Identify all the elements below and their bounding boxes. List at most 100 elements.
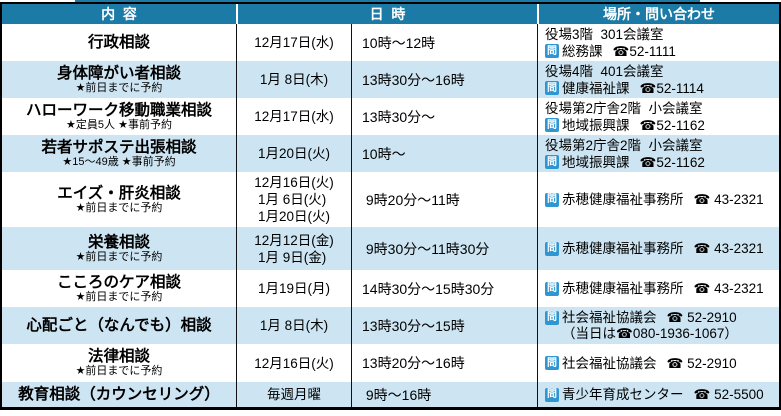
consultation-note: ★前日までに予約 bbox=[75, 250, 163, 263]
consultation-name-cell: 心配ごと（なんでも）相談 bbox=[2, 307, 236, 344]
table-row: 心配ごと（なんでも）相談 1月 8日(木) 13時30分～15時 問 社会福祉協… bbox=[2, 307, 779, 344]
inquiry-icon: 問 bbox=[545, 310, 559, 325]
date-cell: 1月 8日(木) bbox=[236, 61, 351, 98]
consultation-name-cell: 身体障がい者相談 ★前日までに予約 bbox=[2, 61, 236, 98]
date-line: 1月19日(月) bbox=[257, 281, 330, 296]
contact-name: 赤穂健康福祉事務所 bbox=[562, 241, 684, 256]
contact-name: 総務課 bbox=[562, 43, 603, 59]
table-row: ハローワーク移動職業相談 ★定員5人 ★事前予約 12月17日(水) 13時30… bbox=[2, 98, 779, 135]
consultation-title: こころのケア相談 bbox=[56, 273, 181, 291]
contact-name: 赤穂健康福祉事務所 bbox=[562, 281, 684, 296]
contact-line: 問 総務課 ☎52-1111 bbox=[545, 43, 779, 60]
consultation-name-cell: 法律相談 ★前日までに予約 bbox=[2, 344, 236, 382]
date-line: 1月 8日(木) bbox=[259, 72, 329, 87]
contact-phone: ☎ 52-2910 bbox=[666, 310, 737, 325]
place-contact-cell: 役場第2庁舎2階 小会議室 問 地域振興課 ☎52-1162 bbox=[537, 135, 779, 172]
contact-line: 問 赤穂健康福祉事務所 ☎ 43-2321 bbox=[545, 280, 779, 297]
time-text: 14時30分～15時30分 bbox=[362, 280, 495, 297]
inquiry-icon: 問 bbox=[545, 155, 559, 169]
contact-name: 青少年育成センター bbox=[562, 387, 684, 402]
time-cell: 9時20分～11時 bbox=[351, 172, 537, 227]
consultation-note: ★15～49歳 ★事前予約 bbox=[62, 155, 176, 168]
time-cell: 10時～12時 bbox=[351, 24, 537, 61]
consultation-note: ★前日までに予約 bbox=[75, 290, 163, 303]
contact-name: 地域振興課 bbox=[562, 154, 630, 170]
time-text: 13時30分～15時 bbox=[362, 317, 465, 334]
place-contact-cell: 問 赤穂健康福祉事務所 ☎ 43-2321 bbox=[537, 227, 779, 270]
contact-line: 問 赤穂健康福祉事務所 ☎ 43-2321 bbox=[545, 240, 779, 257]
table-row: 栄養相談 ★前日までに予約 12月12日(金) 1月 9日(金) 9時30分～1… bbox=[2, 227, 779, 270]
date-cell: 12月17日(水) bbox=[236, 24, 351, 61]
place-contact-cell: 役場3階 301会議室 問 総務課 ☎52-1111 bbox=[537, 24, 779, 61]
date-line: 12月16日(火) bbox=[254, 355, 334, 371]
contact-phone: ☎52-1162 bbox=[639, 154, 705, 170]
consultation-note: ★前日までに予約 bbox=[75, 365, 163, 377]
place-line: 役場4階 401会議室 bbox=[545, 63, 664, 79]
place-contact-cell: 問 社会福祉協議会 ☎ 52-2910 （当日は☎080-1936-1067） bbox=[537, 307, 779, 344]
consultation-title: 法律相談 bbox=[87, 348, 150, 365]
time-cell: 13時30分～15時 bbox=[351, 307, 537, 344]
time-text: 9時30分～11時30分 bbox=[362, 240, 490, 257]
consultation-title: 身体障がい者相談 bbox=[56, 64, 181, 82]
consultation-title: 行政相談 bbox=[87, 34, 150, 51]
contact-phone: ☎52-1111 bbox=[612, 43, 676, 59]
time-text: 13時30分～ bbox=[362, 108, 436, 125]
place-contact-cell: 問 青少年育成センター ☎ 52-5500 bbox=[537, 382, 779, 407]
date-cell: 12月17日(水) bbox=[236, 98, 351, 135]
page-top-rule bbox=[75, 0, 700, 2]
place-contact-cell: 問 社会福祉協議会 ☎ 52-2910 bbox=[537, 344, 779, 382]
place-contact-cell: 役場第2庁舎2階 小会議室 問 地域振興課 ☎52-1162 bbox=[537, 98, 779, 135]
time-cell: 9時30分～11時30分 bbox=[351, 227, 537, 270]
place-contact-cell: 問 赤穂健康福祉事務所 ☎ 43-2321 bbox=[537, 172, 779, 227]
time-text: 13時20分～16時 bbox=[362, 355, 465, 371]
consultation-name-cell: 若者サポステ出張相談 ★15～49歳 ★事前予約 bbox=[2, 135, 236, 172]
inquiry-icon: 問 bbox=[545, 81, 559, 95]
time-text: 10時～ bbox=[362, 145, 406, 162]
time-cell: 10時～ bbox=[351, 135, 537, 172]
date-cell: 12月16日(火) 1月 6日(火) 1月20日(火) bbox=[236, 172, 351, 227]
place-line: 役場3階 301会議室 bbox=[545, 26, 664, 42]
consultation-name-cell: こころのケア相談 ★前日までに予約 bbox=[2, 270, 236, 307]
consultation-name-cell: 栄養相談 ★前日までに予約 bbox=[2, 227, 236, 270]
inquiry-icon: 問 bbox=[545, 356, 559, 370]
header-content: 内 容 bbox=[2, 4, 236, 24]
date-cell: 毎週月曜 bbox=[236, 382, 351, 407]
time-text: 9時～16時 bbox=[362, 386, 432, 403]
time-cell: 9時～16時 bbox=[351, 382, 537, 407]
header-datetime: 日 時 bbox=[236, 4, 537, 24]
contact-line: 問 健康福祉課 ☎52-1114 bbox=[545, 80, 779, 97]
consultation-title: 心配ごと（なんでも）相談 bbox=[26, 317, 212, 334]
place-contact-cell: 役場4階 401会議室 問 健康福祉課 ☎52-1114 bbox=[537, 61, 779, 98]
header-place-contact: 場所・問い合わせ bbox=[537, 4, 779, 24]
inquiry-icon: 問 bbox=[545, 281, 559, 296]
date-line: 1月 8日(木) bbox=[259, 318, 329, 333]
date-line: 12月12日(金) bbox=[254, 232, 334, 248]
date-line: 毎週月曜 bbox=[267, 387, 321, 402]
inquiry-icon: 問 bbox=[545, 387, 559, 402]
consultation-note: ★前日までに予約 bbox=[75, 201, 163, 214]
date-cell: 1月 8日(木) bbox=[236, 307, 351, 344]
inquiry-icon: 問 bbox=[545, 241, 559, 256]
contact-phone: ☎52-1162 bbox=[639, 117, 705, 133]
contact-name: 社会福祉協議会 bbox=[562, 310, 657, 325]
consultation-title: 教育相談（カウンセリング） bbox=[18, 386, 220, 403]
contact-extra: （当日は☎080-1936-1067） bbox=[562, 326, 738, 341]
time-cell: 13時30分～16時 bbox=[351, 61, 537, 98]
date-line: 1月20日(火) bbox=[254, 209, 331, 224]
consultation-title: 栄養相談 bbox=[87, 233, 150, 251]
contact-line: 問 社会福祉協議会 ☎ 52-2910 bbox=[545, 309, 779, 326]
contact-phone: ☎ 43-2321 bbox=[693, 192, 764, 207]
time-text: 9時20分～11時 bbox=[362, 191, 460, 208]
table-row: 行政相談 12月17日(水) 10時～12時 役場3階 301会議室 問 総務課… bbox=[2, 24, 779, 61]
contact-name: 赤穂健康福祉事務所 bbox=[562, 192, 684, 207]
time-text: 10時～12時 bbox=[362, 34, 436, 51]
table-row: 若者サポステ出張相談 ★15～49歳 ★事前予約 1月20日(火) 10時～ 役… bbox=[2, 135, 779, 172]
consultation-title: 若者サポステ出張相談 bbox=[41, 138, 197, 156]
consultation-name-cell: エイズ・肝炎相談 ★前日までに予約 bbox=[2, 172, 236, 227]
time-cell: 13時20分～16時 bbox=[351, 344, 537, 382]
consultation-note: ★前日までに予約 bbox=[75, 81, 163, 94]
contact-name: 地域振興課 bbox=[562, 117, 630, 133]
date-line: 12月17日(水) bbox=[254, 35, 334, 50]
consultation-title: エイズ・肝炎相談 bbox=[57, 184, 181, 202]
